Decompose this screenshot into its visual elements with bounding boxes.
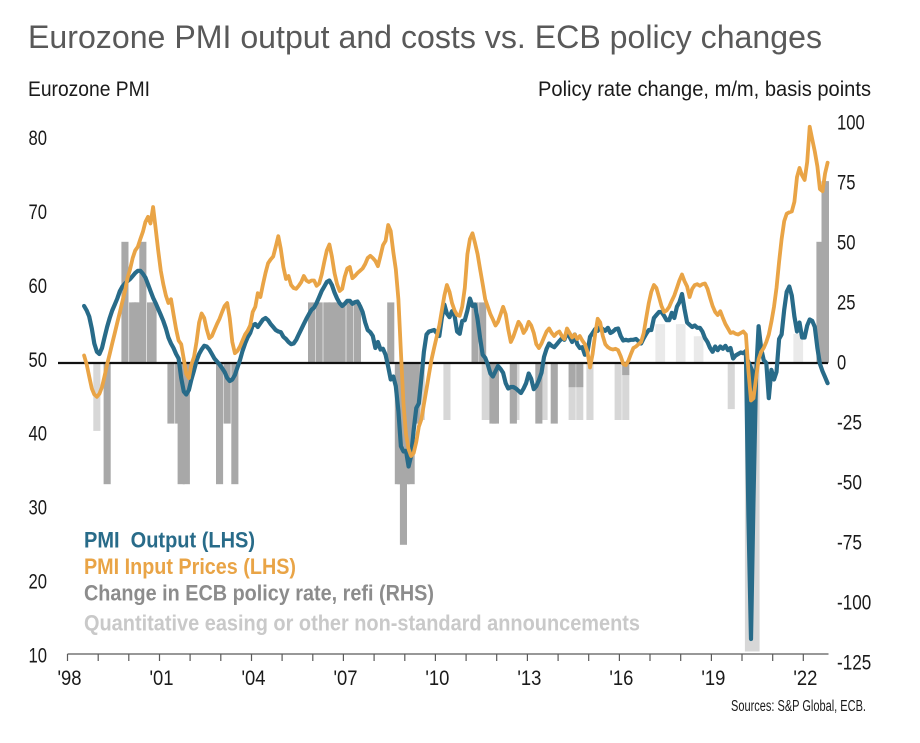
svg-text:25: 25 xyxy=(837,292,856,315)
svg-text:Change in ECB policy rate, ref: Change in ECB policy rate, refi (RHS) xyxy=(84,581,434,606)
svg-text:'19: '19 xyxy=(701,667,725,690)
svg-text:20: 20 xyxy=(29,571,48,594)
svg-text:-25: -25 xyxy=(837,412,862,435)
svg-text:PMI Output (LHS): PMI Output (LHS) xyxy=(84,528,255,553)
svg-text:Eurozone PMI: Eurozone PMI xyxy=(28,78,150,101)
svg-text:80: 80 xyxy=(29,127,48,150)
svg-text:'10: '10 xyxy=(425,667,449,690)
svg-text:'01: '01 xyxy=(149,667,173,690)
svg-text:75: 75 xyxy=(837,172,856,195)
svg-text:70: 70 xyxy=(29,201,48,224)
svg-text:Policy rate change, m/m, basis: Policy rate change, m/m, basis points xyxy=(538,78,871,101)
svg-text:-100: -100 xyxy=(837,592,871,615)
svg-text:'04: '04 xyxy=(241,667,265,690)
svg-text:'16: '16 xyxy=(609,667,633,690)
svg-text:10: 10 xyxy=(29,644,48,667)
svg-text:30: 30 xyxy=(29,497,48,520)
svg-text:100: 100 xyxy=(837,112,865,135)
svg-text:-50: -50 xyxy=(837,472,862,495)
svg-text:-75: -75 xyxy=(837,532,862,555)
svg-text:'07: '07 xyxy=(333,667,357,690)
svg-text:40: 40 xyxy=(29,423,48,446)
svg-text:'22: '22 xyxy=(793,667,817,690)
svg-text:'13: '13 xyxy=(517,667,541,690)
svg-text:Sources: S&P Global, ECB.: Sources: S&P Global, ECB. xyxy=(731,698,866,715)
svg-text:-125: -125 xyxy=(837,652,871,675)
svg-text:60: 60 xyxy=(29,275,48,298)
svg-text:0: 0 xyxy=(837,352,846,375)
svg-text:50: 50 xyxy=(29,349,48,372)
svg-text:50: 50 xyxy=(837,232,856,255)
svg-text:PMI Input Prices (LHS): PMI Input Prices (LHS) xyxy=(84,554,296,579)
svg-text:Quantitative easing or other n: Quantitative easing or other non-standar… xyxy=(84,611,640,636)
svg-text:Eurozone PMI output and costs: Eurozone PMI output and costs vs. ECB po… xyxy=(28,19,822,55)
svg-text:'98: '98 xyxy=(58,667,82,690)
